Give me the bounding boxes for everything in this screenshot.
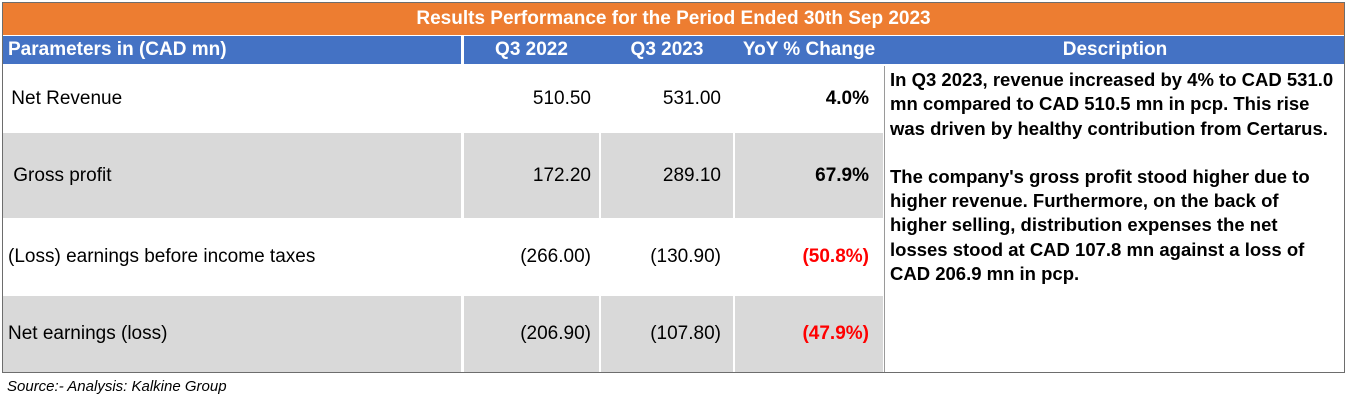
row-label-net-earnings: Net earnings (loss) — [2, 296, 461, 372]
row-value-q3-2023: 531.00 — [601, 66, 733, 132]
header-description: Description — [885, 36, 1345, 64]
row-value-q3-2023: (130.90) — [601, 219, 733, 295]
row-value-yoy: 67.9% — [735, 133, 883, 218]
table-title: Results Performance for the Period Ended… — [2, 2, 1345, 35]
header-yoy-change: YoY % Change — [735, 36, 897, 64]
row-value-q3-2022: 172.20 — [464, 133, 599, 218]
description-paragraph-revenue: In Q3 2023, revenue increased by 4% to C… — [890, 68, 1339, 141]
row-value-q3-2023: 289.10 — [601, 133, 733, 218]
row-value-yoy: (47.9%) — [735, 296, 883, 372]
row-value-q3-2022: (266.00) — [464, 219, 599, 295]
row-value-q3-2022: (206.90) — [464, 296, 599, 372]
row-label-net-revenue: Net Revenue — [2, 66, 461, 132]
column-divider — [884, 66, 885, 372]
description-cell: In Q3 2023, revenue increased by 4% to C… — [885, 66, 1345, 372]
header-q3-2022: Q3 2022 — [464, 36, 607, 64]
row-label-gross-profit: Gross profit — [2, 133, 461, 218]
row-label-loss-before-taxes: (Loss) earnings before income taxes — [2, 219, 461, 295]
row-value-q3-2023: (107.80) — [601, 296, 733, 372]
row-value-q3-2022: 510.50 — [464, 66, 599, 132]
row-value-yoy: (50.8%) — [735, 219, 883, 295]
header-parameters: Parameters in (CAD mn) — [2, 36, 461, 64]
row-value-yoy: 4.0% — [735, 66, 883, 132]
source-note: Source:- Analysis: Kalkine Group — [7, 378, 227, 395]
description-paragraph-profit: The company's gross profit stood higher … — [890, 165, 1339, 286]
header-q3-2023: Q3 2023 — [601, 36, 745, 64]
